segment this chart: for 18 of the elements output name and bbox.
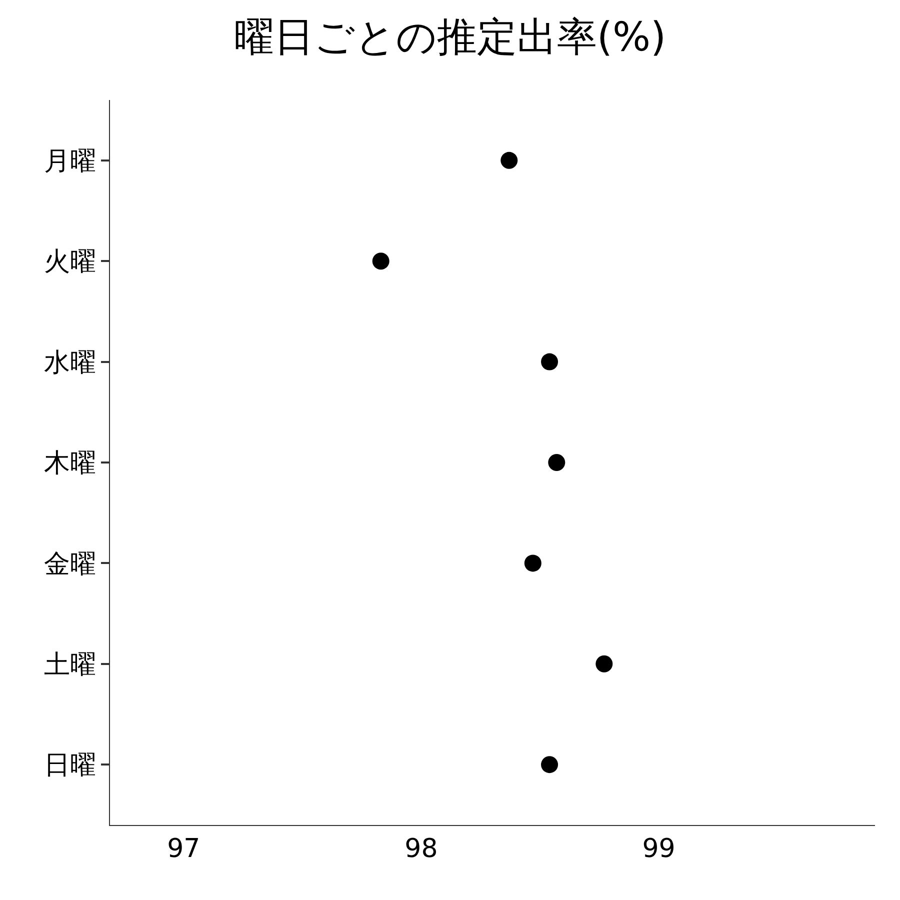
x-tick-label: 99 bbox=[642, 834, 676, 864]
point bbox=[372, 252, 390, 270]
y-tick-label: 日曜 bbox=[44, 750, 96, 781]
x-tick-label: 98 bbox=[404, 834, 438, 864]
y-tick-label: 月曜 bbox=[44, 146, 96, 177]
point bbox=[524, 554, 542, 572]
x-tick-label: 97 bbox=[167, 834, 200, 864]
y-tick-label: 木曜 bbox=[44, 448, 96, 479]
point bbox=[548, 454, 566, 471]
y-tick-label: 土曜 bbox=[44, 650, 96, 680]
y-tick-label: 水曜 bbox=[44, 348, 96, 378]
point bbox=[541, 756, 558, 774]
chart-title: 曜日ごとの推定出率(%) bbox=[234, 14, 666, 60]
y-tick-label: 金曜 bbox=[44, 549, 96, 580]
y-tick-label: 火曜 bbox=[44, 247, 96, 278]
point bbox=[500, 152, 518, 169]
point bbox=[541, 353, 558, 370]
point bbox=[596, 655, 613, 672]
